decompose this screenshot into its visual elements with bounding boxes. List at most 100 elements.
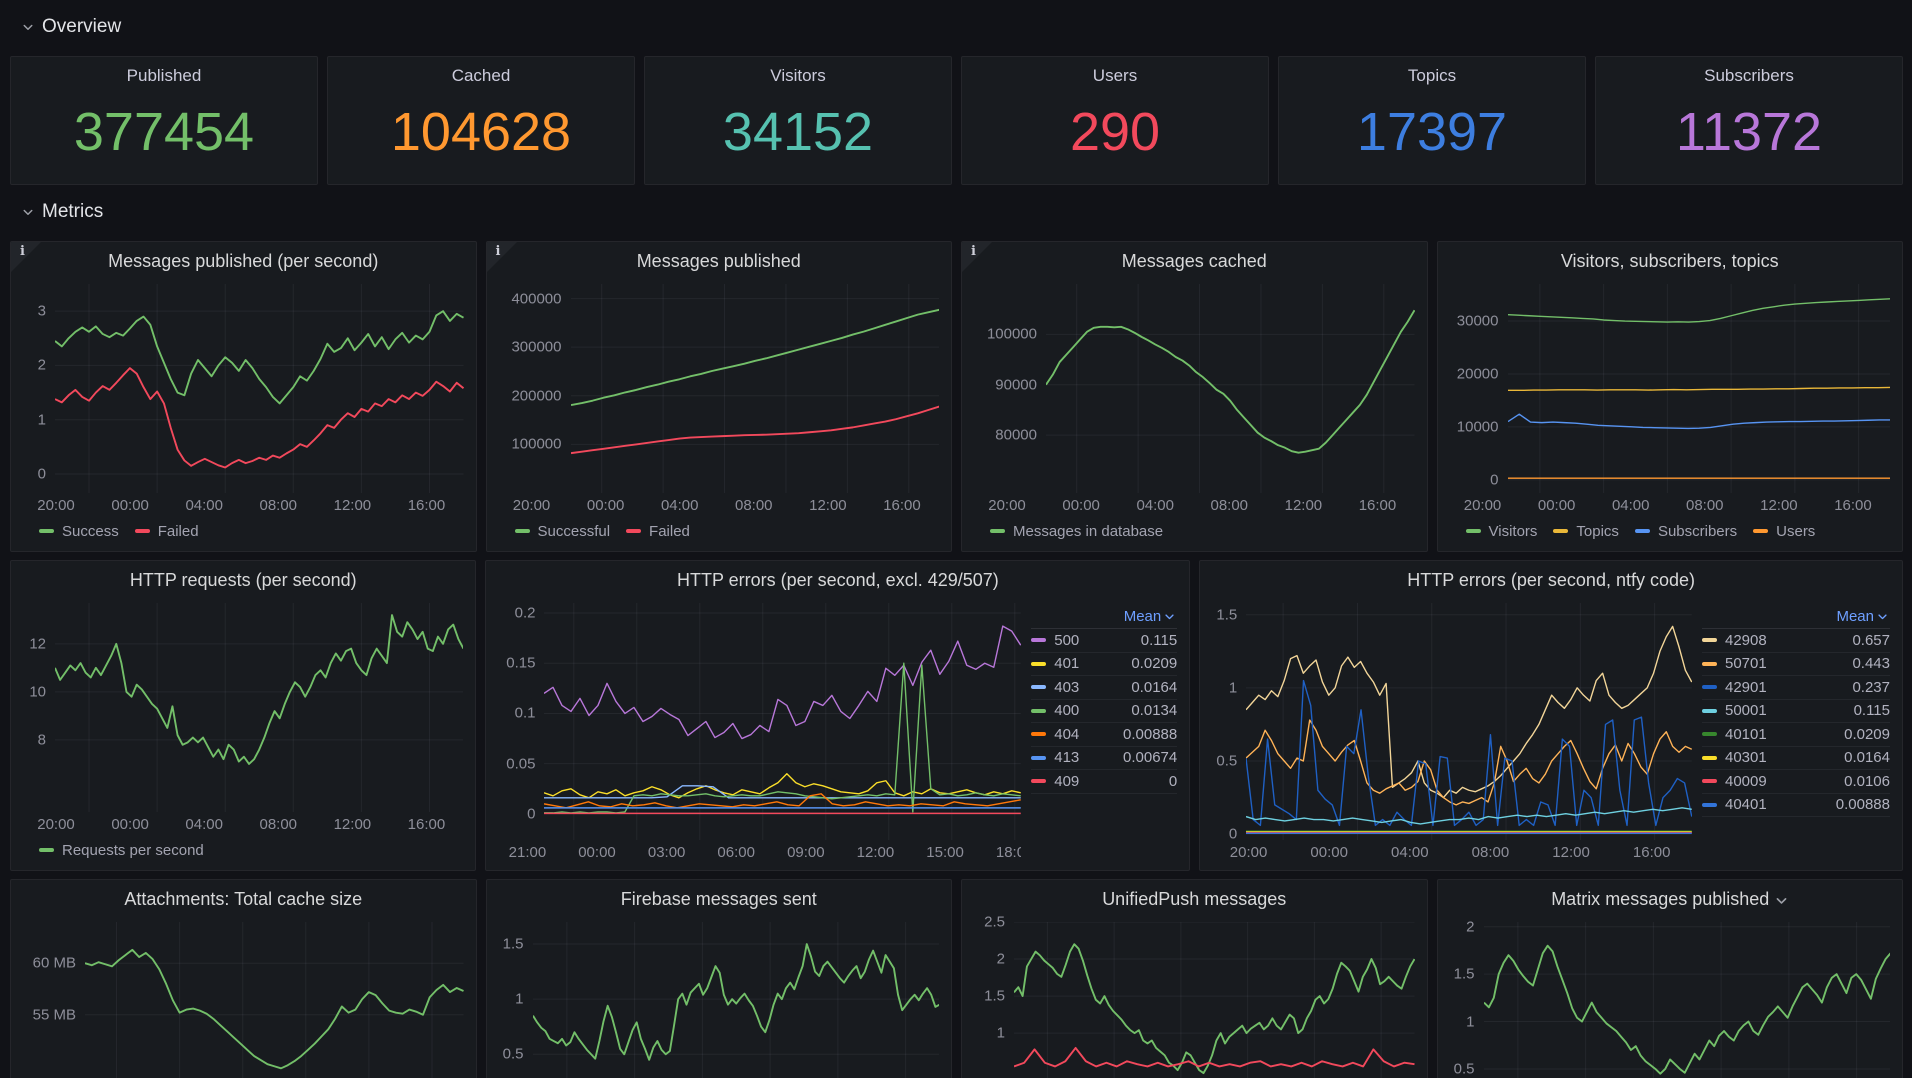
section-header-overview[interactable]: Overview — [22, 14, 121, 40]
y-axis: 60 MB 55 MB — [19, 922, 85, 1078]
panel-info-corner[interactable] — [486, 242, 517, 272]
panel-title[interactable]: Matrix messages published — [1438, 880, 1903, 918]
legend-label: Messages in database — [1013, 522, 1164, 540]
y-axis: 12 10 8 — [19, 603, 55, 812]
legend-series-name[interactable]: 401 — [1054, 655, 1080, 673]
panel-title[interactable]: HTTP requests (per second) — [11, 561, 475, 599]
x-tick-label: 00:00 — [586, 497, 625, 514]
panel-title[interactable]: HTTP errors (per second, ntfy code) — [1200, 561, 1902, 599]
x-tick-label: 00:00 — [578, 844, 616, 861]
panel-title[interactable]: UnifiedPush messages — [962, 880, 1427, 918]
y-tick-label: 2 — [37, 356, 46, 374]
panel-title-text: Firebase messages sent — [620, 888, 817, 909]
legend-item[interactable]: Successful — [514, 523, 610, 540]
legend-table-row: 403 0.0164 — [1031, 676, 1178, 700]
legend-swatch — [1031, 661, 1047, 666]
legend-series-mean: 0.443 — [1852, 655, 1890, 673]
y-tick-label: 60 MB — [32, 954, 76, 972]
x-tick-label: 00:00 — [1310, 844, 1348, 861]
legend-series-name[interactable]: 409 — [1054, 772, 1080, 790]
legend-table-row: 409 0 — [1031, 770, 1178, 794]
legend-item[interactable]: Subscribers — [1634, 523, 1737, 540]
legend-swatch — [1753, 529, 1769, 533]
x-tick-label: 20:00 — [1463, 497, 1502, 514]
y-tick-label: 2 — [996, 950, 1005, 968]
chart-area: 12 10 8 20:00 00:00 04:00 08:00 12:00 16:00 Reque… — [19, 603, 463, 864]
panel-info-corner[interactable] — [11, 242, 41, 272]
y-axis: 100000 90000 80000 — [970, 284, 1046, 493]
legend-swatch — [1465, 529, 1481, 533]
x-axis: 21:00 00:00 03:00 06:00 09:00 12:00 15:00 18:00 — [494, 840, 1022, 864]
plot-area — [571, 284, 940, 493]
panel-title-text: Attachments: Total cache size — [124, 888, 363, 909]
panel-title[interactable]: Attachments: Total cache size — [11, 880, 476, 918]
chart-area: 1.5 1 0.5 0 20:00 00:00 04:00 08:00 12:00 16:00 — [1208, 603, 1692, 864]
panel-title[interactable]: HTTP errors (per second, excl. 429/507) — [486, 561, 1189, 599]
legend-sort-header[interactable]: Mean — [1031, 605, 1178, 629]
x-tick-label: 12:00 — [1552, 844, 1590, 861]
legend-series-name[interactable]: 42901 — [1725, 678, 1767, 696]
legend-series-name[interactable]: 413 — [1054, 749, 1080, 767]
x-tick-label: 04:00 — [660, 497, 699, 514]
legend-item[interactable]: Visitors — [1465, 523, 1537, 540]
x-tick-label: 12:00 — [1760, 497, 1798, 514]
x-tick-label: 12:00 — [333, 497, 372, 514]
y-tick-label: 1 — [37, 411, 46, 429]
info-icon: i — [495, 244, 501, 259]
legend-item[interactable]: Users — [1753, 523, 1815, 540]
panel-title[interactable]: Visitors, subscribers, topics — [1438, 242, 1903, 280]
legend-item[interactable]: Failed — [626, 523, 690, 540]
legend-series-name[interactable]: 40009 — [1725, 772, 1767, 790]
legend-series-name[interactable]: 40401 — [1725, 796, 1767, 814]
panel-title-text: Messages published — [636, 250, 801, 271]
legend-swatch — [39, 848, 54, 852]
legend-item[interactable]: Messages in database — [990, 523, 1163, 540]
stat-value: 290 — [1069, 102, 1161, 162]
y-axis: 2.5 2 1.5 1 — [970, 914, 1014, 1078]
stat-title: Visitors — [770, 66, 826, 85]
y-axis: 3 2 1 0 — [19, 284, 55, 493]
legend-swatch — [1553, 529, 1569, 533]
legend-series-mean: 0.0209 — [1131, 655, 1178, 673]
legend-sort-header[interactable]: Mean — [1702, 605, 1890, 629]
x-tick-label: 08:00 — [1685, 497, 1724, 514]
chevron-down-icon — [1775, 894, 1788, 907]
section-header-metrics[interactable]: Metrics — [22, 199, 103, 225]
legend-series-name[interactable]: 404 — [1054, 725, 1080, 743]
series-line — [55, 615, 463, 764]
legend-series-name[interactable]: 50701 — [1725, 655, 1767, 673]
panel-info-corner[interactable] — [962, 242, 992, 272]
legend-table-row: 40301 0.0164 — [1702, 747, 1890, 770]
legend-item[interactable]: Topics — [1553, 523, 1619, 540]
panel-title-text: UnifiedPush messages — [1102, 888, 1287, 909]
panel-title[interactable]: Messages published — [487, 242, 952, 280]
legend-series-mean: 0 — [1168, 772, 1178, 790]
plot-area — [55, 284, 464, 493]
x-tick-label: 08:00 — [734, 497, 773, 514]
x-tick-label: 16:00 — [407, 497, 446, 514]
legend-series-name[interactable]: 500 — [1054, 631, 1080, 649]
legend-item[interactable]: Failed — [134, 523, 199, 540]
legend-series-name[interactable]: 42908 — [1725, 631, 1767, 649]
legend-series-name[interactable]: 40301 — [1725, 749, 1767, 767]
chart-panel: HTTP errors (per second, ntfy code) 1.5 1 0… — [1199, 560, 1903, 871]
series-line — [544, 794, 1021, 808]
legend-series-name[interactable]: 400 — [1054, 702, 1080, 720]
panel-title[interactable]: Messages published (per second) — [11, 242, 476, 280]
panel-title[interactable]: Messages cached — [962, 242, 1427, 280]
legend-series-name[interactable]: 40101 — [1725, 725, 1767, 743]
x-tick-label: 16:00 — [407, 816, 446, 833]
legend-series-name[interactable]: 403 — [1054, 678, 1080, 696]
y-tick-label: 0 — [1228, 825, 1238, 843]
stats-row: Published 377454 Cached 104628 Visitors 34152… — [10, 56, 1903, 185]
legend-item[interactable]: Requests per second — [39, 842, 204, 859]
x-tick-label: 04:00 — [185, 497, 223, 514]
legend-series-name[interactable]: 50001 — [1725, 702, 1767, 720]
y-tick-label: 10000 — [1456, 418, 1499, 436]
plot-area — [1484, 922, 1891, 1078]
panel-title[interactable]: Firebase messages sent — [487, 880, 952, 918]
panel-title-text: HTTP errors (per second, ntfy code) — [1407, 569, 1695, 590]
y-axis: 400000 300000 200000 100000 — [495, 284, 571, 493]
legend-item[interactable]: Success — [39, 523, 119, 540]
y-tick-label: 0.5 — [1453, 1060, 1475, 1078]
